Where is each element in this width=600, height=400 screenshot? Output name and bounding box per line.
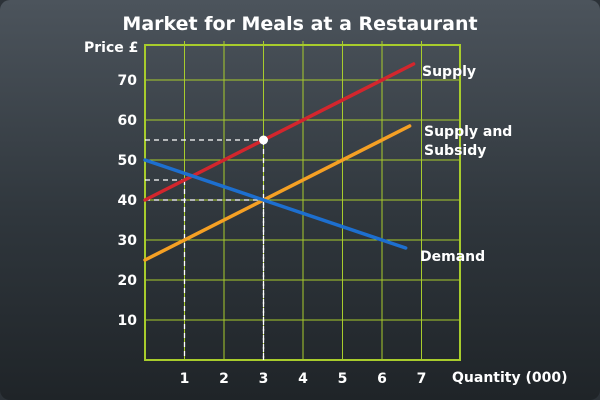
tick-labels: 1 2 3 4 5 6 7 10 20 30 40 50 60 70 bbox=[118, 73, 427, 387]
chart-title: Market for Meals at a Restaurant bbox=[122, 13, 478, 35]
y-tick-label: 40 bbox=[118, 193, 138, 209]
marker-layer bbox=[259, 135, 268, 145]
x-tick-label: 3 bbox=[259, 371, 269, 387]
series-labels: Supply Supply and Subsidy Demand bbox=[420, 64, 512, 265]
supply-label: Supply bbox=[422, 64, 476, 80]
y-tick-label: 20 bbox=[118, 273, 138, 289]
guide-lines bbox=[145, 139, 265, 360]
y-tick-label: 30 bbox=[118, 233, 138, 249]
y-tick-label: 10 bbox=[118, 313, 138, 329]
supply-and-subsidy-label: Supply and Subsidy bbox=[424, 124, 512, 159]
x-axis-label: Quantity (000) bbox=[452, 370, 568, 386]
y-tick-label: 50 bbox=[118, 153, 138, 169]
y-tick-label: 60 bbox=[118, 113, 138, 129]
y-axis-label: Price £ bbox=[84, 40, 138, 56]
x-tick-label: 4 bbox=[298, 371, 308, 387]
x-tick-label: 5 bbox=[338, 371, 348, 387]
x-tick-label: 1 bbox=[180, 371, 190, 387]
supply-and-subsidy-line bbox=[143, 124, 412, 262]
supply-line bbox=[143, 62, 416, 202]
x-tick-label: 7 bbox=[417, 371, 427, 387]
x-tick-label: 6 bbox=[377, 371, 387, 387]
x-tick-label: 2 bbox=[219, 371, 229, 387]
equilibrium-marker bbox=[259, 135, 268, 145]
demand-label: Demand bbox=[420, 249, 485, 265]
y-tick-label: 70 bbox=[118, 73, 138, 89]
demand-line bbox=[143, 158, 408, 250]
series-lines bbox=[143, 62, 416, 262]
